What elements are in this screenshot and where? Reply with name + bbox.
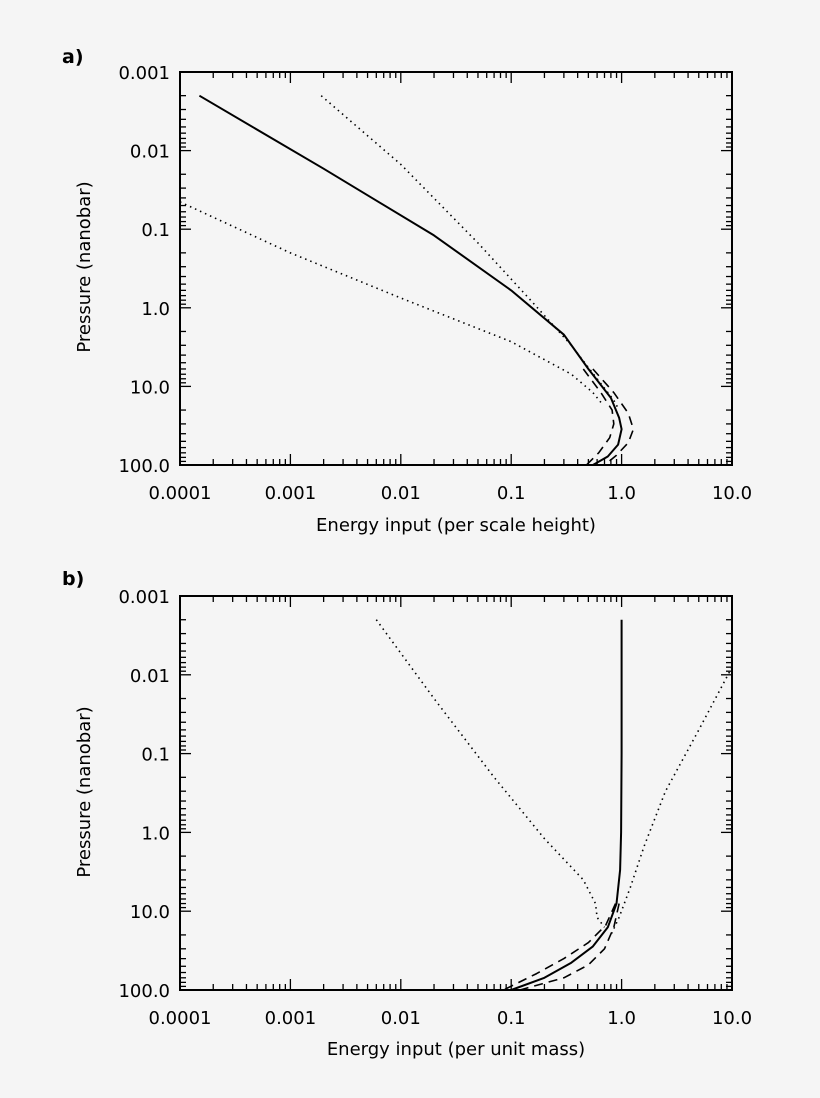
- y-tick-labels: 0.001 0.01 0.1 1.0 10.0 100.0: [118, 63, 170, 477]
- x-tick-label: 0.1: [497, 1008, 526, 1029]
- y-tick-label: 0.1: [141, 745, 170, 766]
- plot-frame: [179, 71, 733, 466]
- axis-ticks: [179, 595, 733, 991]
- x-tick-label: 0.0001: [149, 1008, 212, 1029]
- x-tick-label: 0.0001: [149, 483, 212, 504]
- x-tick-label: 10.0: [712, 483, 752, 504]
- solid-series-line-0: [510, 619, 623, 991]
- y-tick-label: 0.1: [141, 220, 170, 241]
- dotted-series-line-4: [179, 201, 602, 403]
- series-lines: [375, 619, 733, 991]
- x-tick-label: 1.0: [607, 1008, 636, 1029]
- y-axis-label: Pressure (nanobar): [74, 181, 95, 352]
- dotted-series-line-3: [320, 95, 620, 411]
- x-tick-label: 1.0: [607, 483, 636, 504]
- series-lines: [179, 94, 635, 466]
- panel-label: b): [62, 568, 84, 590]
- dotted-series-line-3: [375, 619, 606, 928]
- dotted-series-line-4: [610, 666, 733, 936]
- dashed-series-line-1: [582, 368, 615, 466]
- panel-label: a): [62, 46, 84, 68]
- y-tick-label: 0.01: [130, 666, 170, 687]
- x-tick-label: 0.001: [265, 1008, 317, 1029]
- x-tick-label: 10.0: [712, 1008, 752, 1029]
- axis-ticks: [179, 71, 733, 466]
- x-tick-labels: 0.0001 0.001 0.01 0.1 1.0 10.0: [149, 483, 753, 504]
- x-axis-label: Energy input (per scale height): [316, 515, 596, 536]
- panel-b: b) 0.0001 0.001 0.01 0.1 1.0 10.0 0.001 …: [62, 568, 752, 1060]
- y-tick-label: 100.0: [118, 981, 170, 1002]
- dashed-series-line-1: [503, 903, 617, 991]
- y-tick-label: 0.01: [130, 142, 170, 163]
- y-tick-label: 10.0: [130, 377, 170, 398]
- x-tick-label: 0.001: [265, 483, 317, 504]
- x-tick-label: 0.1: [497, 483, 526, 504]
- x-tick-labels: 0.0001 0.001 0.01 0.1 1.0 10.0: [149, 1008, 753, 1029]
- y-tick-labels: 0.001 0.01 0.1 1.0 10.0 100.0: [118, 587, 170, 1002]
- y-tick-label: 1.0: [141, 823, 170, 844]
- plot-frame: [179, 595, 733, 991]
- dashed-series-line-2: [592, 368, 635, 466]
- y-tick-label: 0.001: [118, 63, 170, 84]
- x-tick-label: 0.01: [381, 1008, 421, 1029]
- y-tick-label: 10.0: [130, 902, 170, 923]
- solid-series-line-0: [198, 94, 623, 466]
- y-tick-label: 100.0: [118, 456, 170, 477]
- panel-a: a) 0.0001 0.001 0.01 0.1 1.0 10.0 0.001 …: [62, 46, 752, 536]
- x-axis-label: Energy input (per unit mass): [327, 1039, 585, 1060]
- x-tick-label: 0.01: [381, 483, 421, 504]
- y-tick-label: 0.001: [118, 587, 170, 608]
- y-axis-label: Pressure (nanobar): [74, 706, 95, 877]
- y-tick-label: 1.0: [141, 299, 170, 320]
- dashed-series-line-2: [519, 903, 620, 991]
